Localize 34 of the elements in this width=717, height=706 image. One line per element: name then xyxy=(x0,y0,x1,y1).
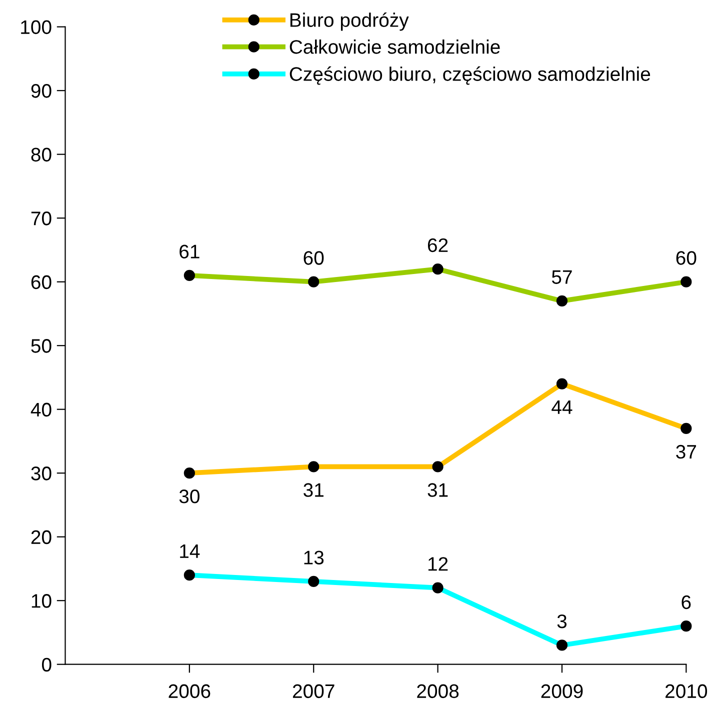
x-tick-label: 2008 xyxy=(417,684,459,698)
data-label: 60 xyxy=(304,251,324,265)
legend-label: Biuro podróży xyxy=(290,12,409,31)
y-tick-label: 40 xyxy=(30,402,52,417)
y-tick-label: 90 xyxy=(31,84,52,98)
data-label: 57 xyxy=(552,270,572,284)
y-tick-label: 60 xyxy=(31,275,52,290)
data-label: 3 xyxy=(557,614,567,628)
y-tick-label: 50 xyxy=(31,339,52,353)
data-label: 31 xyxy=(304,483,324,497)
y-tick-label: 70 xyxy=(31,212,52,226)
y-tick-label: 20 xyxy=(31,530,52,544)
data-label: 14 xyxy=(180,544,200,558)
data-label: 44 xyxy=(552,400,572,414)
x-tick-label: 2006 xyxy=(168,684,210,698)
data-label: 37 xyxy=(676,444,696,459)
data-label: 6 xyxy=(682,595,691,610)
x-tick-label: 2009 xyxy=(541,684,583,698)
x-tick-label: 2010 xyxy=(666,684,708,698)
y-tick-label: 10 xyxy=(32,594,52,608)
y-tick-label: 30 xyxy=(31,466,52,480)
data-label: 62 xyxy=(428,238,448,252)
data-label: 60 xyxy=(676,251,696,265)
legend-label: Częściowo biuro, częściowo samodzielnie xyxy=(290,66,650,85)
y-tick-label: 100 xyxy=(21,20,52,34)
y-tick-label: 0 xyxy=(42,658,52,672)
x-tick-label: 2007 xyxy=(292,684,334,698)
data-label: 61 xyxy=(180,244,200,258)
data-label: 31 xyxy=(428,483,448,497)
y-tick-label: 80 xyxy=(31,148,52,162)
data-label: 30 xyxy=(179,490,200,504)
data-label: 12 xyxy=(428,557,448,571)
data-label: 13 xyxy=(304,550,324,564)
legend-label: Całkowicie samodzielnie xyxy=(290,40,500,54)
